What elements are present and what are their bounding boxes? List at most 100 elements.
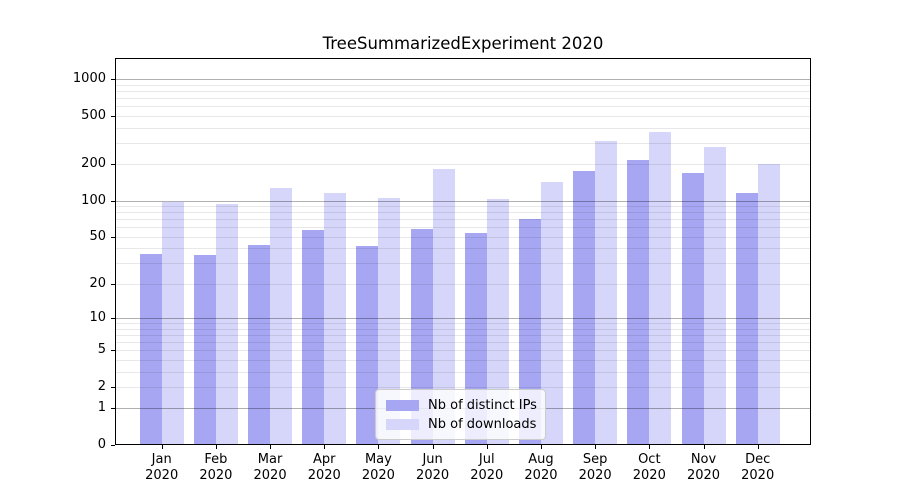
x-tick-mark (215, 445, 217, 449)
y-tick-mark (111, 79, 115, 81)
bar-distinct-ips (627, 159, 650, 445)
gridline-minor (116, 219, 810, 221)
x-tick-mark (649, 445, 651, 449)
legend-swatch-downloads (386, 419, 419, 430)
x-tick-label: Jan 2020 (145, 452, 179, 483)
legend-swatch-distinct-ips (386, 400, 419, 411)
x-tick-label: Apr 2020 (307, 452, 341, 483)
y-tick-label: 5 (97, 342, 106, 358)
y-tick-label: 10 (89, 310, 106, 326)
gridline-minor (116, 127, 810, 129)
y-tick-mark (111, 283, 115, 285)
bar-distinct-ips (193, 255, 216, 445)
gridline-minor (116, 283, 810, 285)
bar-downloads (324, 193, 347, 445)
gridline-major (116, 318, 810, 320)
plot-frame (115, 58, 811, 445)
gridline-major (116, 79, 810, 81)
gridline-minor (116, 371, 810, 373)
y-tick-mark (111, 200, 115, 202)
bar-distinct-ips (302, 230, 325, 445)
legend-label: Nb of downloads (428, 417, 537, 432)
x-tick-label: Aug 2020 (524, 452, 558, 483)
gridline-minor (116, 91, 810, 93)
y-tick-mark (111, 445, 115, 446)
y-tick-label: 100 (81, 192, 106, 208)
bar-downloads (270, 187, 293, 445)
x-tick-label: May 2020 (361, 452, 395, 483)
bar-distinct-ips (681, 173, 704, 445)
x-tick-mark (486, 445, 488, 449)
y-tick-label: 500 (81, 107, 106, 123)
bar-distinct-ips (518, 218, 541, 445)
y-tick-label: 2 (97, 378, 106, 394)
x-tick-mark (378, 445, 380, 449)
gridline-minor (116, 164, 810, 166)
x-tick-label: Nov 2020 (686, 452, 721, 483)
gridline-minor (116, 142, 810, 144)
gridline-minor (116, 263, 810, 265)
gridline-minor (116, 323, 810, 325)
chart-title: TreeSummarizedExperiment 2020 (322, 34, 604, 53)
y-tick-mark (111, 386, 115, 388)
x-tick-label: Feb 2020 (199, 452, 233, 483)
x-tick-mark (757, 445, 759, 449)
bar-downloads (378, 197, 401, 445)
x-tick-mark (540, 445, 542, 449)
bar-distinct-ips (573, 170, 596, 445)
bar-downloads (649, 131, 672, 445)
bar-downloads (486, 199, 509, 445)
y-tick-mark (111, 350, 115, 352)
gridline-minor (116, 328, 810, 330)
bar-distinct-ips (248, 244, 271, 445)
y-tick-mark (111, 318, 115, 320)
y-tick-label: 1 (97, 400, 106, 416)
x-tick-label: Mar 2020 (253, 452, 287, 483)
bar-downloads (703, 147, 726, 445)
x-tick-mark (161, 445, 163, 449)
y-tick-label: 20 (89, 275, 106, 291)
gridline-minor (116, 350, 810, 352)
bar-downloads (161, 201, 184, 445)
bar-distinct-ips (356, 245, 379, 445)
legend: Nb of distinct IPs Nb of downloads (375, 389, 546, 440)
y-tick-label: 0 (97, 437, 106, 452)
x-tick-mark (270, 445, 272, 449)
bar-downloads (757, 164, 780, 445)
x-tick-label: Jun 2020 (416, 452, 450, 483)
bar-distinct-ips (735, 192, 758, 445)
gridline-minor (116, 334, 810, 336)
gridline-minor (116, 341, 810, 343)
x-tick-mark (595, 445, 597, 449)
y-tick-mark (111, 115, 115, 117)
y-tick-label: 200 (81, 156, 106, 172)
y-tick-label: 1000 (72, 71, 106, 87)
gridline-minor (116, 236, 810, 238)
gridline-minor (116, 115, 810, 117)
bar-downloads (595, 140, 618, 445)
gridline-minor (116, 386, 810, 388)
gridline-minor (116, 106, 810, 108)
gridline-minor (116, 84, 810, 86)
gridline-minor (116, 248, 810, 250)
x-tick-label: Dec 2020 (741, 452, 775, 483)
gridline-minor (116, 227, 810, 229)
x-tick-mark (432, 445, 434, 449)
x-tick-mark (324, 445, 326, 449)
bar-downloads (215, 203, 238, 445)
x-tick-label: Sep 2020 (578, 452, 612, 483)
x-tick-mark (703, 445, 705, 449)
legend-item-distinct-ips: Nb of distinct IPs (386, 397, 537, 414)
legend-label: Nb of distinct IPs (428, 398, 537, 413)
y-tick-label: 50 (89, 228, 106, 244)
bar-downloads (432, 168, 455, 445)
gridline-minor (116, 98, 810, 100)
y-tick-mark (111, 164, 115, 166)
gridline-minor (116, 359, 810, 361)
y-tick-mark (111, 408, 115, 410)
gridline-major (116, 200, 810, 202)
gridline-minor (116, 206, 810, 208)
x-tick-label: Oct 2020 (632, 452, 666, 483)
bar-distinct-ips (139, 253, 162, 445)
